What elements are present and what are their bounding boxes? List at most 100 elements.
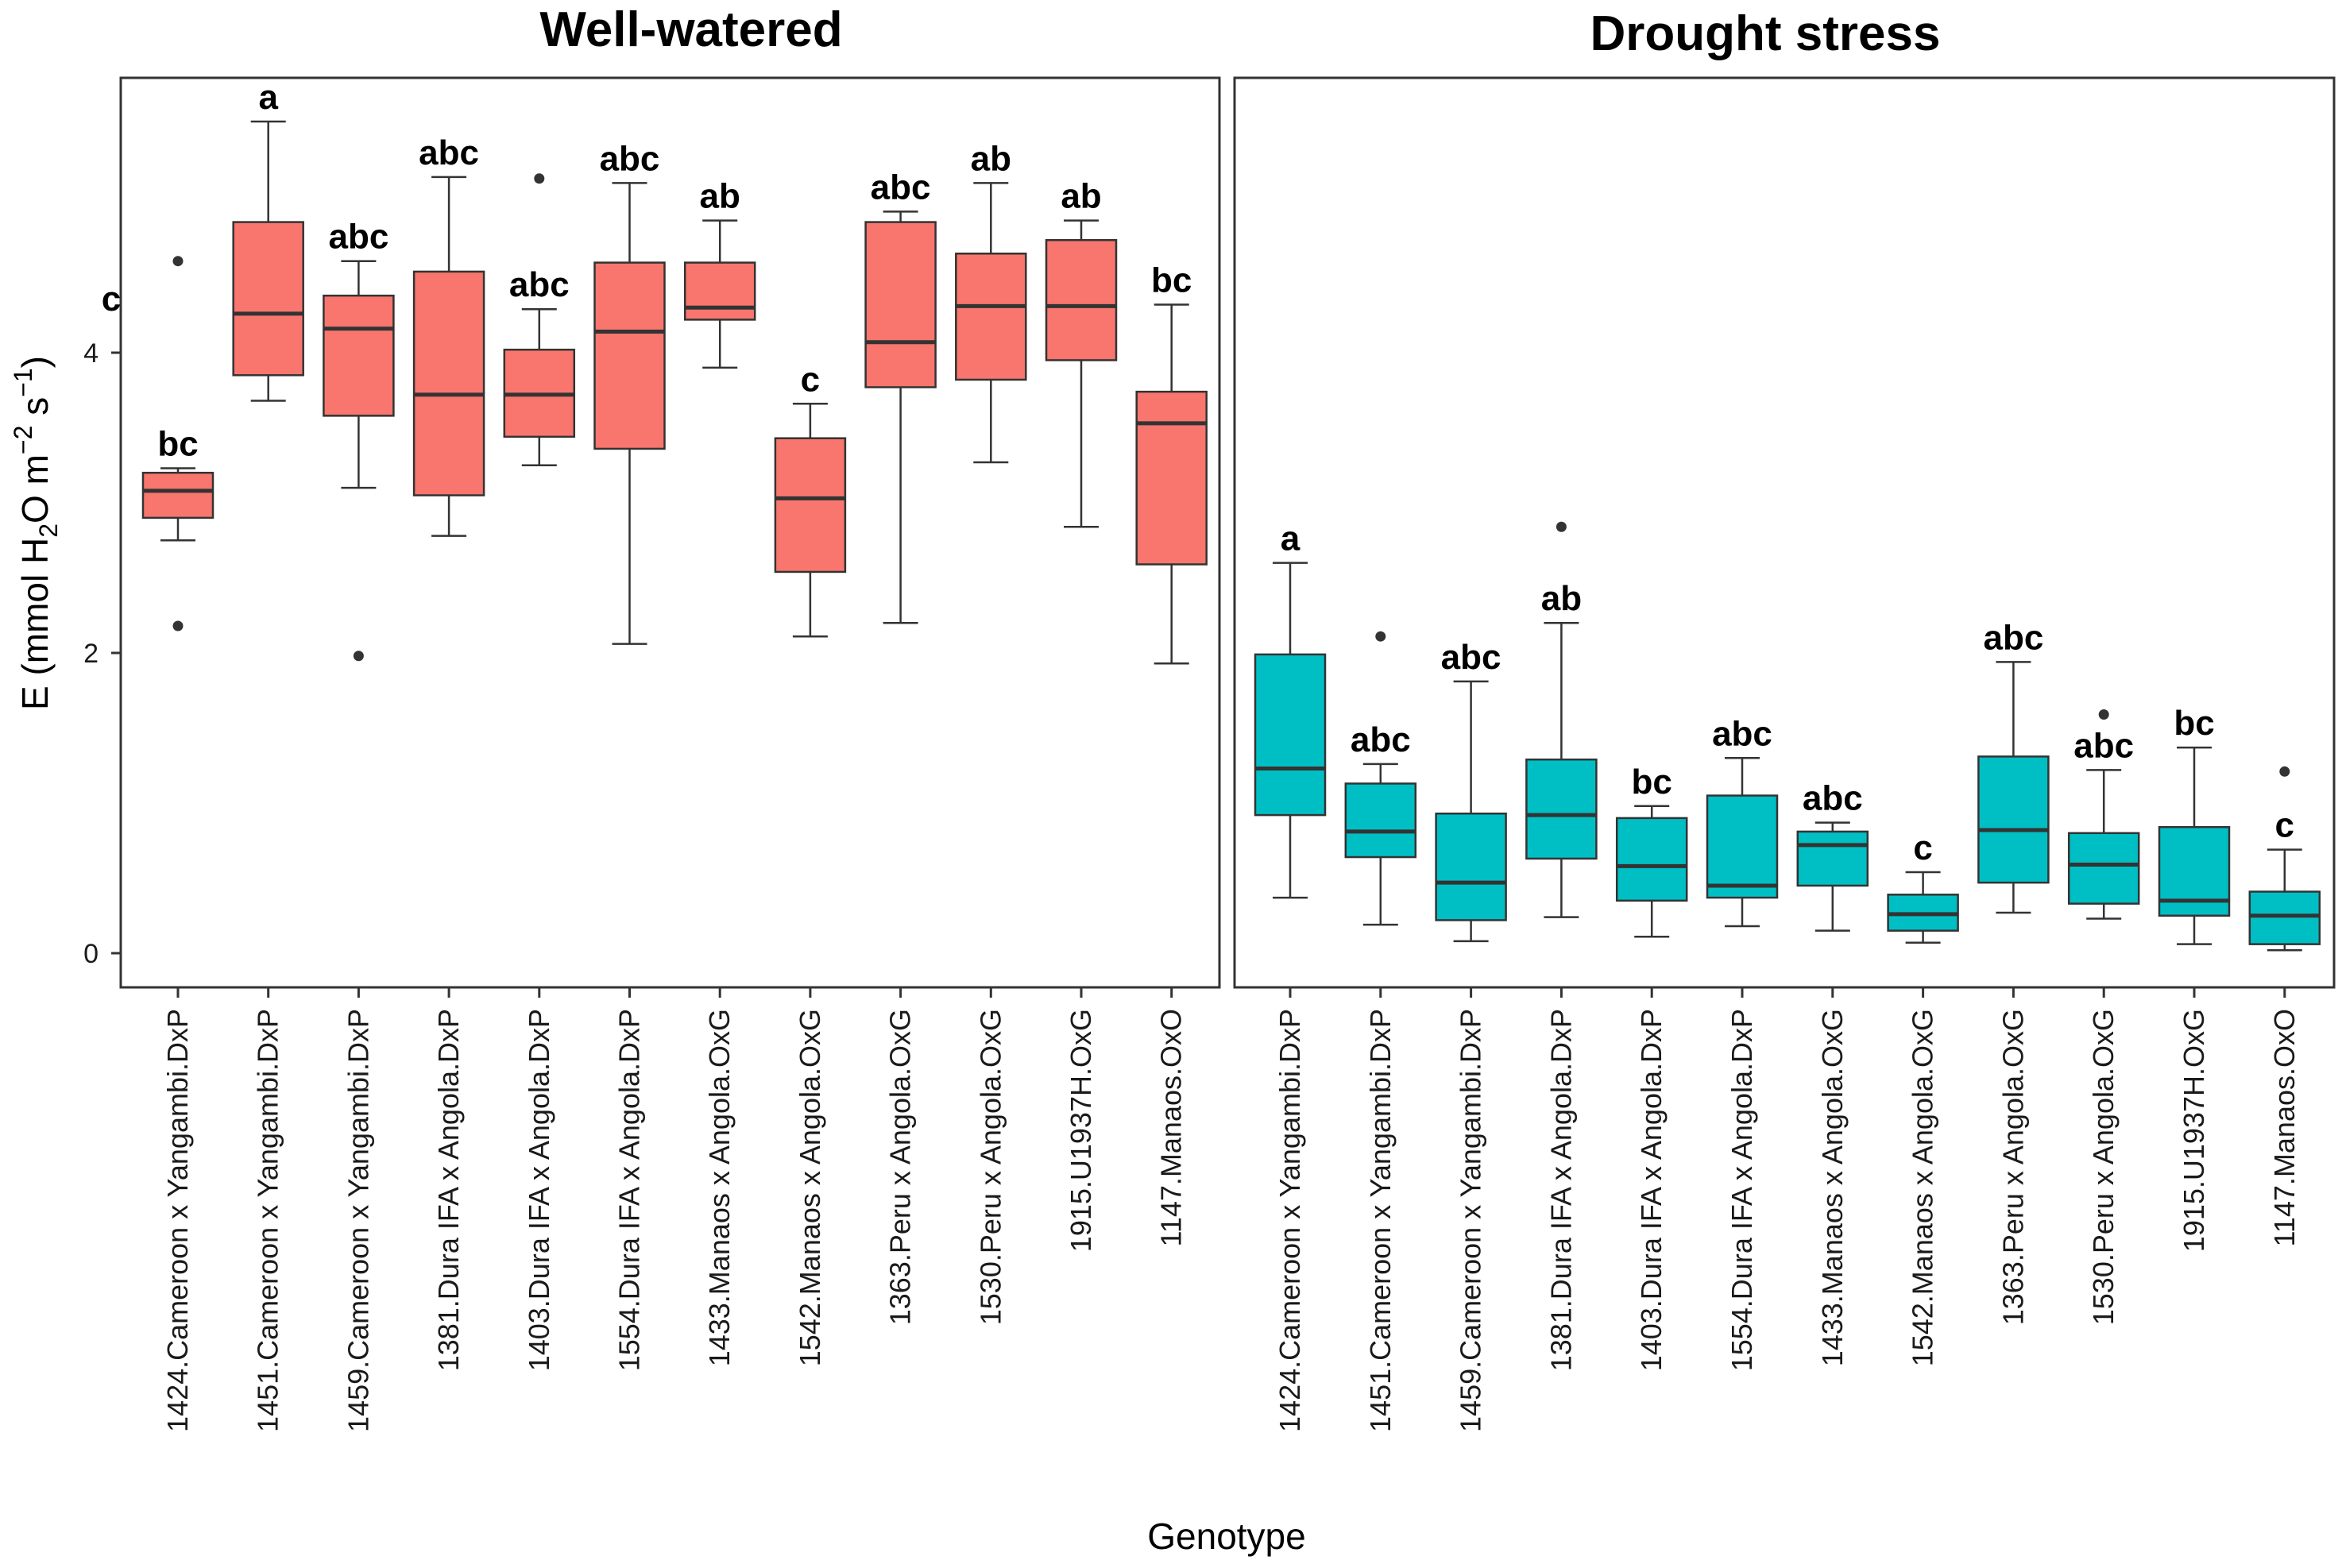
significance-label: ab: [1541, 579, 1582, 618]
x-tick-label: 1542.Manaos x Angola.OxG: [1907, 1009, 1939, 1366]
significance-label: bc: [1632, 763, 1672, 801]
box-group: ab 1915.U1937H.OxG: [1045, 177, 1118, 1252]
box: [774, 437, 847, 574]
significance-label: abc: [600, 139, 660, 178]
outlier-point: [1556, 521, 1567, 532]
box-group: ab 1381.Dura IFA x Angola.DxP: [1525, 521, 1598, 1371]
y-axis-label-sub: 2: [34, 523, 63, 538]
y-axis-label: E (mmol H2O m−2 s−1): [9, 356, 63, 710]
box: [1525, 758, 1598, 860]
significance-label: abc: [509, 265, 570, 304]
significance-label: abc: [871, 168, 931, 207]
x-tick-label: 1459.Cameroon x Yangambi.DxP: [1455, 1009, 1487, 1432]
x-tick-label: 1147.Manaos.OxO: [1155, 1009, 1188, 1247]
box: [1045, 239, 1118, 361]
box-group: abc 1451.Cameroon x Yangambi.DxP: [1344, 631, 1417, 1432]
significance-label: bc: [1151, 261, 1192, 300]
x-tick-label: 1363.Peru x Angola.OxG: [884, 1009, 917, 1325]
box: [1344, 782, 1417, 859]
significance-label: ab: [1061, 177, 1101, 216]
box: [232, 221, 304, 377]
box: [1615, 817, 1688, 902]
x-tick-label: 1915.U1937H.OxG: [1065, 1009, 1097, 1252]
significance-label: ab: [700, 177, 740, 216]
box: [1254, 653, 1327, 817]
x-tick-label: 1915.U1937H.OxG: [2178, 1009, 2210, 1252]
box: [1796, 830, 1869, 887]
box-group: bc 1424.Cameroon x Yangambi.DxP: [141, 256, 214, 1432]
significance-label: abc: [1983, 618, 2043, 657]
box-group: c 1542.Manaos x Angola.OxG: [1887, 828, 1959, 1366]
x-tick-label: 1433.Manaos x Angola.OxG: [703, 1009, 736, 1366]
significance-label: abc: [1351, 720, 1411, 759]
outlier-point: [353, 651, 364, 662]
box-group: bc 1147.Manaos.OxO: [1135, 261, 1208, 1247]
y-tick-label: 2: [83, 639, 99, 669]
significance-label-extra: c: [102, 280, 121, 319]
box-group: abc 1530.Peru x Angola.OxG: [2067, 709, 2140, 1325]
x-tick-label: 1542.Manaos x Angola.OxG: [794, 1009, 826, 1366]
significance-label: ab: [971, 139, 1011, 178]
y-axis-label-end: ): [14, 356, 56, 368]
y-tick-label: 0: [83, 939, 99, 969]
panel-frame-well-watered: [119, 76, 1221, 989]
box: [683, 261, 756, 321]
significance-label: c: [1913, 828, 1932, 867]
outlier-point: [2098, 709, 2109, 720]
box-group: abc 1554.Dura IFA x Angola.DxP: [593, 139, 666, 1371]
box: [955, 253, 1027, 381]
box: [593, 261, 666, 450]
box: [1706, 794, 1779, 899]
significance-label: abc: [2073, 726, 2134, 765]
box: [412, 270, 485, 496]
significance-label: abc: [328, 218, 388, 257]
box-group: a 1451.Cameroon x Yangambi.DxP: [232, 78, 304, 1432]
box-group: abc 1403.Dura IFA x Angola.DxP: [503, 173, 576, 1371]
box-group: abc 1433.Manaos x Angola.OxG: [1796, 779, 1869, 1366]
panel-title-well-watered: Well-watered: [539, 2, 842, 57]
significance-label: abc: [1441, 638, 1501, 677]
x-tick-label: 1459.Cameroon x Yangambi.DxP: [342, 1009, 374, 1432]
box-group: c 1147.Manaos.OxO: [2248, 766, 2321, 1247]
box-group: abc 1459.Cameroon x Yangambi.DxP: [323, 218, 395, 1432]
box-group: bc 1915.U1937H.OxG: [2158, 704, 2231, 1252]
box-group: a 1424.Cameroon x Yangambi.DxP: [1254, 519, 1327, 1432]
y-axis: 0 2 4: [83, 338, 121, 969]
box: [1135, 390, 1208, 566]
outlier-point: [172, 620, 184, 631]
panel-frame-drought-stress: [1233, 76, 2336, 989]
box-group: abc 1363.Peru x Angola.OxG: [864, 168, 937, 1325]
y-axis-label-mid2: s: [14, 397, 56, 426]
box-group: c 1542.Manaos x Angola.OxG: [774, 360, 847, 1366]
x-tick-label: 1381.Dura IFA x Angola.DxP: [1544, 1009, 1577, 1371]
significance-label: abc: [1803, 779, 1863, 818]
x-tick-label: 1530.Peru x Angola.OxG: [2087, 1009, 2120, 1325]
outlier-point: [2279, 766, 2290, 777]
x-tick-label: 1554.Dura IFA x Angola.DxP: [613, 1009, 646, 1371]
significance-label: c: [801, 360, 820, 399]
x-tick-label: 1451.Cameroon x Yangambi.DxP: [252, 1009, 284, 1432]
y-tick-label: 4: [83, 338, 99, 369]
y-axis-label-mid: O m: [14, 454, 56, 523]
x-tick-label: 1403.Dura IFA x Angola.DxP: [523, 1009, 555, 1371]
x-tick-label: 1530.Peru x Angola.OxG: [974, 1009, 1007, 1325]
y-axis-label-sup1: −2: [9, 426, 37, 454]
significance-label: abc: [419, 133, 479, 172]
x-tick-label: 1424.Cameroon x Yangambi.DxP: [1273, 1009, 1306, 1432]
box-group: abc 1459.Cameroon x Yangambi.DxP: [1435, 638, 1507, 1432]
x-tick-label: 1403.Dura IFA x Angola.DxP: [1635, 1009, 1668, 1371]
box-group: ab 1530.Peru x Angola.OxG: [955, 139, 1027, 1325]
box-group: ab 1433.Manaos x Angola.OxG: [683, 177, 756, 1366]
significance-label: a: [1281, 519, 1300, 558]
box-group: abc 1381.Dura IFA x Angola.DxP: [412, 133, 485, 1371]
y-axis-label-sup2: −1: [9, 368, 37, 396]
x-tick-label: 1433.Manaos x Angola.OxG: [1816, 1009, 1849, 1366]
box-group: abc 1363.Peru x Angola.OxG: [1977, 618, 2050, 1325]
box: [1977, 755, 2050, 884]
box: [2067, 832, 2140, 905]
x-axis-label: Genotype: [1147, 1516, 1305, 1557]
box: [864, 221, 937, 388]
box: [323, 294, 395, 417]
box-group: bc 1403.Dura IFA x Angola.DxP: [1615, 763, 1688, 1371]
